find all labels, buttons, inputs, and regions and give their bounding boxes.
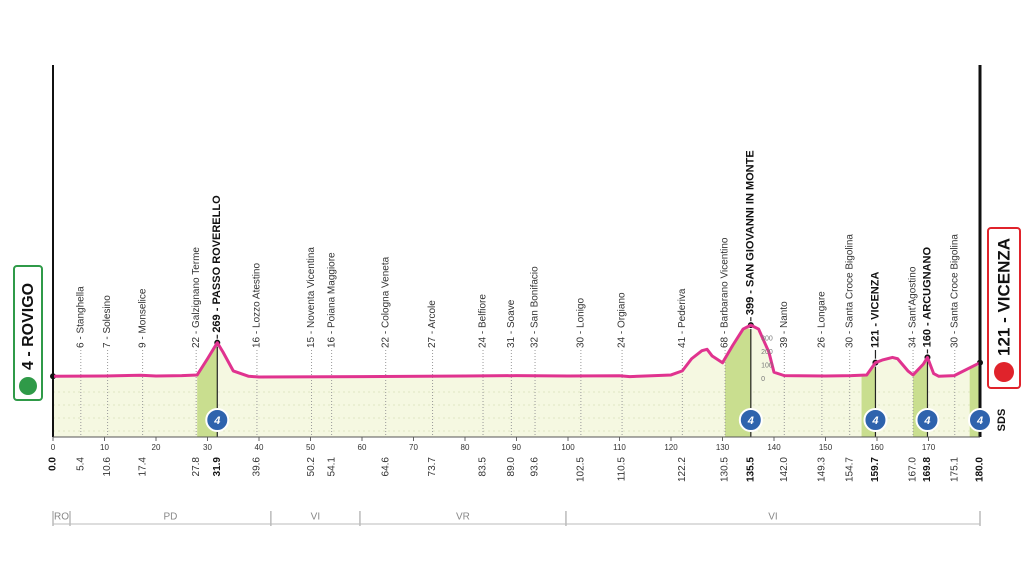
waypoint-label: 39 - Nanto	[779, 301, 790, 348]
climb-category: 4	[871, 415, 878, 427]
x-tick-label: 80	[461, 443, 470, 452]
km-label: 135.5	[745, 457, 756, 482]
km-label: 0.0	[48, 457, 59, 471]
km-label: 180.0	[975, 457, 986, 482]
km-label: 130.5	[720, 457, 731, 482]
x-tick-label: 170	[922, 443, 936, 452]
km-label: 102.5	[576, 457, 587, 482]
km-label: 159.7	[870, 457, 881, 482]
x-tick-label: 120	[664, 443, 678, 452]
climb-badge	[738, 408, 763, 432]
km-label: 89.0	[506, 457, 517, 477]
km-label: 122.2	[677, 457, 688, 482]
waypoint-label: 27 - Arcole	[427, 300, 438, 348]
climb-badge	[205, 408, 230, 432]
province-label: VI	[768, 512, 777, 523]
km-label: 54.1	[326, 457, 337, 477]
waypoint-label: 9 - Monselice	[137, 288, 148, 348]
km-label: 17.4	[137, 457, 148, 477]
climb-category: 4	[747, 415, 754, 427]
climb-badge	[915, 408, 940, 432]
km-label: 110.5	[617, 457, 628, 482]
km-label: 154.7	[844, 457, 855, 482]
km-label: 50.2	[306, 457, 317, 477]
note-label: SDS	[996, 409, 1008, 432]
waypoint-label: 68 - Barbarano Vicentino	[720, 237, 731, 348]
province-label: VR	[456, 512, 470, 523]
km-label: 27.8	[191, 457, 202, 477]
waypoint-label: 121 - VICENZA	[869, 272, 881, 348]
y-tick-label: 300	[761, 335, 773, 342]
x-tick-label: 140	[767, 443, 781, 452]
waypoint-label: 30 - Santa Croce Bigolina	[844, 234, 855, 348]
waypoint-label: 22 - Cologna Veneta	[380, 256, 391, 348]
x-tick-label: 110	[613, 443, 626, 452]
finish-label: 121 - VICENZA	[994, 238, 1013, 356]
province-label: PD	[163, 512, 177, 523]
km-label: 149.3	[817, 457, 828, 482]
waypoint-label: 269 - PASSO ROVERELLO	[211, 195, 223, 333]
waypoint-label: 30 - Santa Croce Bigolina	[949, 234, 960, 348]
waypoint-label: 24 - Orgiano	[617, 292, 628, 348]
km-label: 93.6	[530, 457, 541, 477]
province-label: RO	[54, 512, 69, 523]
waypoint-label: 26 - Longare	[817, 291, 828, 348]
start-icon	[19, 377, 37, 395]
x-tick-label: 90	[512, 443, 521, 452]
climb-category: 4	[213, 415, 220, 427]
y-tick-label: 0	[761, 376, 765, 383]
waypoint-label: 41 - Pederiva	[677, 288, 688, 348]
x-tick-label: 50	[306, 443, 315, 452]
climb-category: 4	[976, 415, 983, 427]
x-tick-label: 130	[716, 443, 730, 452]
x-tick-label: 40	[255, 443, 264, 452]
waypoint-label: 160 - ARCUGNANO	[921, 247, 933, 348]
x-tick-label: 70	[409, 443, 418, 452]
x-tick-label: 150	[819, 443, 833, 452]
climb-category: 4	[923, 415, 930, 427]
km-label: 64.6	[380, 457, 391, 477]
x-tick-label: 10	[100, 443, 109, 452]
y-tick-label: 100	[761, 362, 773, 369]
km-label: 39.6	[252, 457, 263, 477]
waypoint-label: 32 - San Bonifacio	[530, 266, 541, 348]
waypoint-label: 6 - Stanghella	[75, 286, 86, 348]
waypoint-label: 16 - Poiana Maggiore	[326, 252, 337, 348]
profile-line	[52, 323, 981, 379]
x-tick-label: 30	[203, 443, 212, 452]
km-label: 73.7	[427, 457, 438, 477]
y-tick-label: 200	[761, 349, 773, 356]
x-tick-label: 20	[152, 443, 161, 452]
waypoint-label: 16 - Lozzo Atestino	[252, 263, 263, 348]
waypoint-label: 399 - SAN GIOVANNI IN MONTE	[745, 150, 757, 315]
km-label: 83.5	[478, 457, 489, 477]
km-label: 142.0	[779, 457, 790, 482]
waypoint-label: 7 - Solesino	[102, 295, 113, 348]
km-label: 10.6	[102, 457, 113, 477]
km-label: 175.1	[949, 457, 960, 482]
x-tick-label: 0	[51, 443, 56, 452]
waypoint-label: 31 - Soave	[506, 299, 517, 348]
climb-area	[725, 325, 751, 437]
km-label: 167.0	[908, 457, 919, 482]
km-label: 31.9	[212, 457, 223, 477]
climb-badge	[968, 408, 992, 432]
x-tick-label: 100	[561, 443, 575, 452]
km-label: 5.4	[75, 457, 86, 471]
waypoint-label: 34 - Sant'Agostino	[908, 266, 919, 348]
finish-box	[987, 227, 1021, 389]
province-label: VI	[311, 512, 320, 523]
x-tick-label: 60	[358, 443, 367, 452]
climb-badge	[863, 408, 888, 432]
x-tick-label: 160	[870, 443, 884, 452]
start-label: 4 - ROVIGO	[20, 283, 37, 370]
waypoint-label: 15 - Noventa Vicentina	[306, 247, 317, 348]
waypoint-label: 30 - Lonigo	[576, 298, 587, 348]
waypoint-label: 24 - Belfiore	[478, 294, 489, 348]
start-box	[13, 265, 43, 401]
waypoint-label: 22 - Galzignano Terme	[191, 247, 202, 348]
finish-icon	[994, 362, 1014, 382]
km-label: 169.8	[922, 457, 933, 482]
